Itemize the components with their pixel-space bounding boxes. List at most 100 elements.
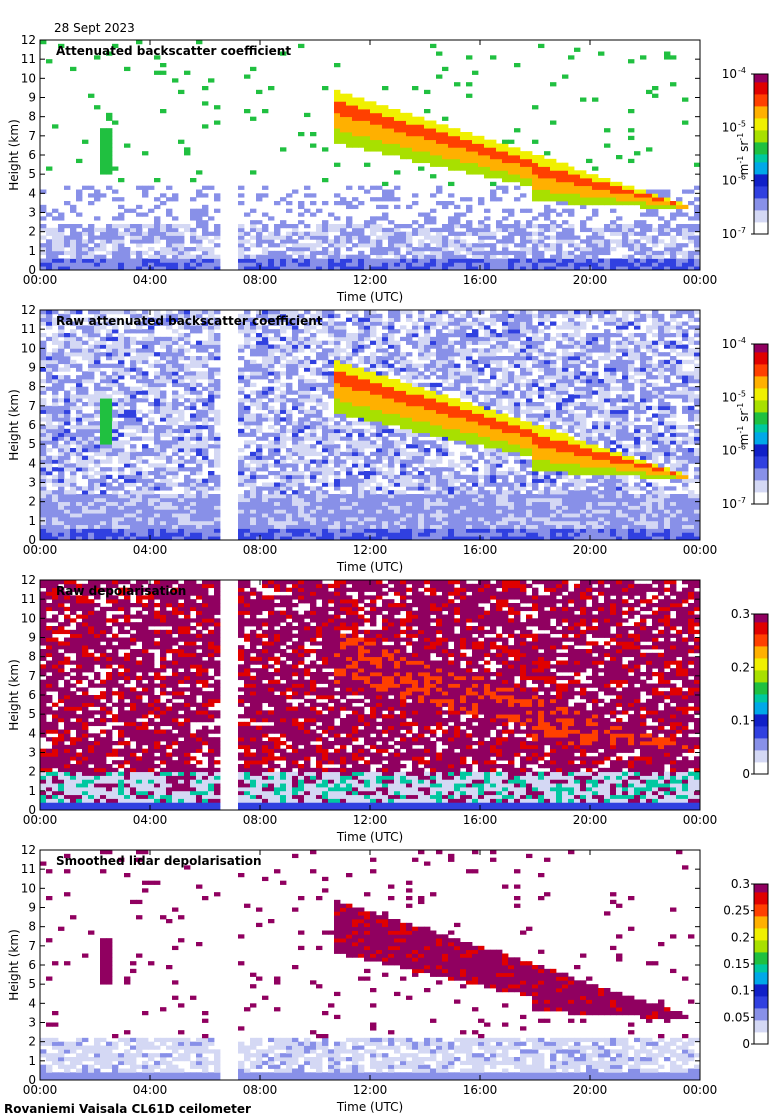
- heatmap-cell: [286, 382, 293, 388]
- heatmap-cell: [190, 344, 197, 349]
- heatmap-cell: [274, 520, 281, 526]
- heatmap-cell: [544, 170, 551, 175]
- heatmap-cell: [112, 254, 119, 259]
- heatmap-cell: [178, 379, 185, 384]
- heatmap-cell: [112, 421, 119, 426]
- heatmap-cell: [196, 363, 203, 368]
- heatmap-cell: [346, 128, 353, 133]
- heatmap-cell: [58, 421, 65, 426]
- heatmap-cell: [160, 532, 167, 537]
- heatmap-cell: [466, 162, 473, 167]
- heatmap-cell: [256, 490, 263, 495]
- heatmap-cell: [574, 170, 581, 175]
- heatmap-cell: [238, 266, 245, 271]
- heatmap-cell: [466, 93, 473, 98]
- heatmap-cell: [682, 227, 689, 233]
- heatmap-cell: [280, 371, 287, 376]
- heatmap-cell: [562, 189, 569, 194]
- heatmap-cell: [442, 139, 449, 144]
- heatmap-cell: [64, 398, 71, 403]
- heatmap-cell: [280, 471, 287, 476]
- heatmap-cell: [88, 482, 95, 487]
- heatmap-cell: [346, 398, 353, 403]
- heatmap-cell: [508, 239, 515, 244]
- heatmap-cell: [118, 486, 125, 491]
- heatmap-cell: [640, 250, 647, 256]
- heatmap-cell: [244, 398, 251, 403]
- heatmap-cell: [196, 436, 203, 441]
- heatmap-cell: [166, 340, 173, 345]
- heatmap-cell: [526, 247, 533, 252]
- heatmap-cell: [340, 528, 347, 533]
- heatmap-cell: [88, 254, 95, 259]
- heatmap-cell: [130, 536, 137, 541]
- heatmap-cell: [412, 258, 419, 263]
- heatmap-cell: [412, 417, 419, 422]
- heatmap-cell: [214, 254, 221, 259]
- heatmap-cell: [376, 359, 383, 365]
- heatmap-cell: [268, 471, 275, 476]
- heatmap-cell: [268, 352, 275, 357]
- heatmap-cell: [40, 379, 47, 384]
- heatmap-cell: [442, 155, 449, 160]
- heatmap-cell: [262, 333, 269, 338]
- heatmap-cell: [64, 317, 71, 322]
- heatmap-cell: [532, 139, 539, 144]
- heatmap-cell: [280, 220, 287, 225]
- heatmap-cell: [130, 524, 137, 529]
- heatmap-cell: [142, 224, 149, 229]
- heatmap-cell: [166, 247, 173, 252]
- heatmap-cell: [418, 262, 425, 267]
- heatmap-cell: [418, 390, 425, 395]
- heatmap-cell: [214, 482, 221, 487]
- heatmap-cell: [544, 243, 551, 248]
- heatmap-cell: [124, 413, 131, 418]
- heatmap-cell: [568, 170, 575, 175]
- heatmap-cell: [436, 247, 443, 252]
- heatmap-cell: [514, 197, 521, 202]
- heatmap-cell: [646, 201, 653, 206]
- heatmap-cell: [364, 490, 371, 495]
- heatmap-cell: [352, 524, 359, 529]
- heatmap-cell: [304, 497, 311, 503]
- heatmap-cell: [112, 478, 119, 483]
- heatmap-cell: [388, 428, 395, 434]
- heatmap-cell: [346, 367, 353, 372]
- heatmap-cell: [262, 325, 269, 330]
- heatmap-cell: [682, 231, 689, 236]
- heatmap-cell: [214, 224, 221, 229]
- heatmap-cell: [46, 352, 53, 357]
- heatmap-cell: [670, 235, 677, 240]
- heatmap-cell: [370, 367, 377, 372]
- heatmap-cell: [142, 250, 149, 256]
- heatmap-cell: [532, 170, 539, 175]
- heatmap-cell: [316, 536, 323, 541]
- heatmap-cell: [172, 193, 179, 198]
- heatmap-cell: [238, 193, 245, 198]
- heatmap-cell: [46, 375, 53, 380]
- heatmap-cell: [202, 208, 209, 213]
- heatmap-cell: [382, 474, 389, 480]
- heatmap-cell: [250, 440, 257, 445]
- heatmap-cell: [286, 193, 293, 198]
- heatmap-cell: [244, 344, 251, 349]
- heatmap-cell: [196, 486, 203, 491]
- heatmap-cell: [688, 201, 695, 206]
- heatmap-cell: [376, 124, 383, 129]
- heatmap-cell: [544, 235, 551, 240]
- heatmap-cell: [394, 250, 401, 256]
- heatmap-cell: [388, 528, 395, 533]
- heatmap-cell: [352, 333, 359, 338]
- heatmap-cell: [286, 505, 293, 510]
- heatmap-cell: [160, 394, 167, 399]
- heatmap-cell: [394, 329, 401, 334]
- heatmap-cell: [376, 356, 383, 361]
- heatmap-cell: [160, 482, 167, 487]
- heatmap-cell: [388, 402, 395, 407]
- heatmap-cell: [256, 348, 263, 353]
- heatmap-cell: [196, 509, 203, 514]
- heatmap-cell: [298, 448, 305, 453]
- heatmap-cell: [262, 390, 269, 395]
- heatmap-cell: [466, 82, 473, 87]
- heatmap-cell: [526, 170, 533, 175]
